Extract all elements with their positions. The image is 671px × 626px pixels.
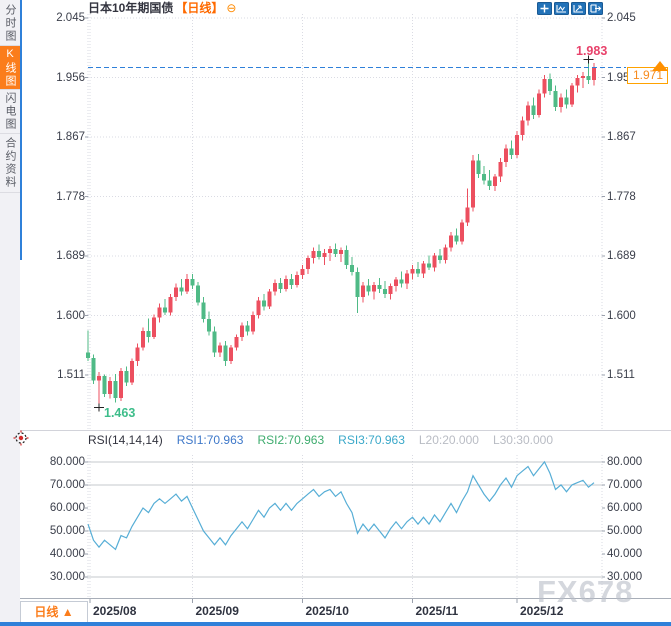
high-price-label: 1.983 xyxy=(576,44,608,58)
x-axis-line xyxy=(20,598,671,599)
y-axis-label: 60.000 xyxy=(49,501,85,514)
y-axis-label: 1.600 xyxy=(607,309,636,322)
compress-horizontal-icon[interactable] xyxy=(554,2,569,15)
last-price-box: 1.971 xyxy=(627,67,668,84)
y-axis-label: 70.000 xyxy=(607,478,643,491)
y-axis-label: 1.778 xyxy=(607,190,636,203)
rsi-indicator-header[interactable]: RSI(14,14,14) RSI1:70.963 RSI2:70.963 RS… xyxy=(88,433,553,447)
x-axis-label: 2025/09 xyxy=(195,604,239,618)
period-badge: 【日线】 xyxy=(175,1,224,15)
sidebar-tab-1[interactable]: 分时图 xyxy=(0,2,20,46)
y-axis-label: 1.600 xyxy=(56,309,85,322)
pan-right-icon[interactable] xyxy=(588,2,603,15)
bottom-frame-border xyxy=(0,622,671,626)
chart-toolbar xyxy=(537,2,603,15)
y-axis-label: 1.689 xyxy=(607,250,636,263)
y-axis-label: 80.000 xyxy=(49,455,85,468)
l20-value: L20:20.000 xyxy=(418,433,479,447)
y-axis-label: 40.000 xyxy=(49,548,85,561)
x-axis-label: 2025/10 xyxy=(305,604,349,618)
sidebar: 分时图 K线图 闪电图 合约资料 xyxy=(0,0,20,626)
y-axis-label: 30.000 xyxy=(607,571,643,584)
fx678-watermark: FX678 xyxy=(537,574,634,609)
crosshair-icon[interactable] xyxy=(537,2,552,15)
l30-value: L30:30.000 xyxy=(492,433,553,447)
x-axis-label: 2025/12 xyxy=(520,604,564,618)
y-axis-label: 70.000 xyxy=(49,478,85,491)
y-axis-label: 60.000 xyxy=(607,501,643,514)
sidebar-tab-3[interactable]: 闪电图 xyxy=(0,90,20,134)
y-axis-label: 50.000 xyxy=(607,524,643,537)
collapse-indicator-icon[interactable]: ⊖ xyxy=(226,1,237,15)
y-axis-label: 1.778 xyxy=(56,190,85,203)
rsi2-value: RSI2:70.963 xyxy=(257,433,325,447)
low-price-label: 1.463 xyxy=(104,406,136,420)
y-axis-label: 30.000 xyxy=(49,571,85,584)
y-axis-label: 50.000 xyxy=(49,524,85,537)
period-selector[interactable]: 日线 ▲ xyxy=(20,601,88,623)
y-axis-label: 1.956 xyxy=(56,71,85,84)
y-axis-label: 1.867 xyxy=(56,131,85,144)
y-axis-label: 1.511 xyxy=(607,369,635,382)
page-title: 日本10年期国债 【日线】 ⊖ xyxy=(88,1,236,16)
sidebar-tab-2[interactable]: K线图 xyxy=(0,46,20,90)
sidebar-tab-4[interactable]: 合约资料 xyxy=(0,134,20,193)
rsi-params-label: RSI(14,14,14) xyxy=(88,433,163,447)
sidebar-edge-divider xyxy=(20,0,22,260)
expand-scale-icon[interactable] xyxy=(571,2,586,15)
y-axis-label: 40.000 xyxy=(607,548,643,561)
panel-divider[interactable] xyxy=(20,430,671,431)
price-up-arrow-icon xyxy=(652,61,668,71)
x-axis-label: 2025/11 xyxy=(415,604,459,618)
indicator-settings-icon[interactable] xyxy=(13,430,29,446)
y-axis-label: 2.045 xyxy=(607,12,636,24)
y-axis-label: 80.000 xyxy=(607,455,643,468)
y-axis-label: 1.689 xyxy=(56,250,85,263)
rsi1-value: RSI1:70.963 xyxy=(176,433,244,447)
instrument-name: 日本10年期国债 xyxy=(88,1,174,15)
rsi3-value: RSI3:70.963 xyxy=(338,433,405,447)
x-axis-label: 2025/08 xyxy=(93,604,137,618)
y-axis-label: 1.511 xyxy=(57,369,85,382)
y-axis-label: 1.867 xyxy=(607,131,636,144)
y-axis-label: 2.045 xyxy=(56,12,85,24)
